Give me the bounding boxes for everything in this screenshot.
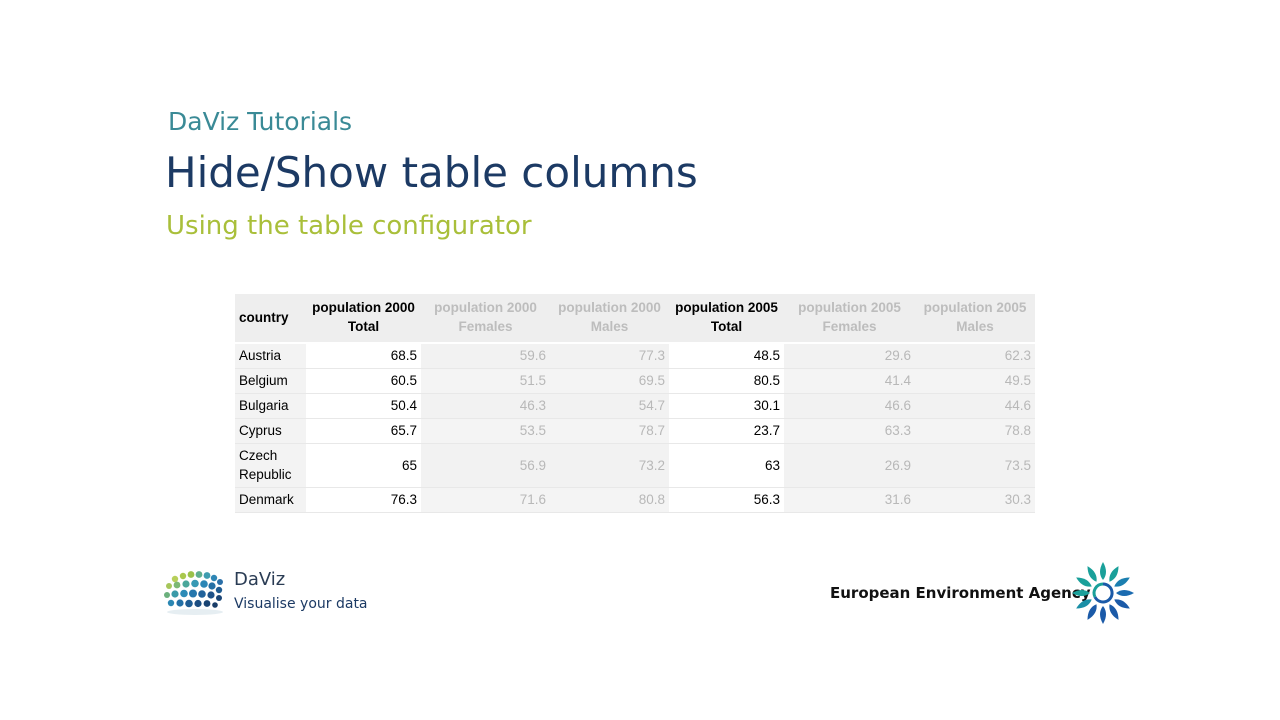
- cell-country: Belgium: [235, 368, 306, 394]
- cell-value: 56.9: [421, 443, 550, 488]
- cell-value: 65: [306, 443, 421, 488]
- daviz-tagline: Visualise your data: [234, 596, 368, 612]
- cell-value: 76.3: [306, 487, 421, 513]
- column-header-line2: Males: [956, 319, 994, 334]
- cell-value: 29.6: [784, 343, 915, 369]
- cell-value: 73.2: [550, 443, 669, 488]
- cell-country: Cyprus: [235, 418, 306, 444]
- table-header-row: country population 2000 Total population…: [235, 294, 1035, 344]
- cell-value: 73.5: [915, 443, 1035, 488]
- column-header-line2: Females: [822, 319, 877, 334]
- column-header-country[interactable]: country: [235, 294, 306, 344]
- cell-value: 80.5: [669, 368, 784, 394]
- column-header-line1: population 2000: [312, 300, 415, 315]
- column-header-line2: Females: [458, 319, 513, 334]
- cell-value: 48.5: [669, 343, 784, 369]
- table-row: Bulgaria 50.4 46.3 54.7 30.1 46.6 44.6: [235, 393, 1035, 419]
- table-row: Belgium 60.5 51.5 69.5 80.5 41.4 49.5: [235, 368, 1035, 394]
- column-header-line1: population 2005: [798, 300, 901, 315]
- eea-logo: European Environment Agency: [828, 560, 1138, 626]
- cell-country: Bulgaria: [235, 393, 306, 419]
- cell-value: 30.1: [669, 393, 784, 419]
- cell-value: 23.7: [669, 418, 784, 444]
- cell-value: 41.4: [784, 368, 915, 394]
- cell-value: 71.6: [421, 487, 550, 513]
- cell-country: Austria: [235, 343, 306, 369]
- tutorial-kicker: DaViz Tutorials: [168, 107, 353, 136]
- cell-value: 31.6: [784, 487, 915, 513]
- daviz-dots-icon: [164, 571, 223, 615]
- eea-name: European Environment Agency: [830, 584, 1091, 602]
- cell-value: 44.6: [915, 393, 1035, 419]
- column-header-pop2005-total[interactable]: population 2005 Total: [669, 294, 784, 344]
- cell-value: 63: [669, 443, 784, 488]
- daviz-logo: DaViz Visualise your data: [162, 566, 382, 618]
- page-subtitle: Using the table configurator: [166, 211, 532, 241]
- column-header-pop2000-males[interactable]: population 2000 Males: [550, 294, 669, 344]
- table-row: Cyprus 65.7 53.5 78.7 23.7 63.3 78.8: [235, 418, 1035, 444]
- column-header-line1: population 2005: [923, 300, 1027, 315]
- cell-value: 77.3: [550, 343, 669, 369]
- cell-value: 63.3: [784, 418, 915, 444]
- cell-value: 46.6: [784, 393, 915, 419]
- column-header-line2: Males: [590, 319, 629, 334]
- table-row: Denmark 76.3 71.6 80.8 56.3 31.6 30.3: [235, 487, 1035, 513]
- cell-value: 51.5: [421, 368, 550, 394]
- cell-value: 59.6: [421, 343, 550, 369]
- cell-value: 65.7: [306, 418, 421, 444]
- eea-flower-icon: [1072, 562, 1134, 624]
- column-header-line2: Total: [710, 319, 743, 334]
- cell-value: 56.3: [669, 487, 784, 513]
- cell-value: 78.8: [915, 418, 1035, 444]
- cell-value: 78.7: [550, 418, 669, 444]
- cell-value: 30.3: [915, 487, 1035, 513]
- table-row: Czech Republic 65 56.9 73.2 63 26.9 73.5: [235, 443, 1035, 488]
- cell-value: 60.5: [306, 368, 421, 394]
- column-header-line1: country: [239, 309, 289, 325]
- page-title: Hide/Show table columns: [165, 148, 698, 197]
- cell-value: 54.7: [550, 393, 669, 419]
- cell-value: 46.3: [421, 393, 550, 419]
- column-header-pop2000-females[interactable]: population 2000 Females: [421, 294, 550, 344]
- column-header-pop2005-males[interactable]: population 2005 Males: [915, 294, 1035, 344]
- cell-value: 50.4: [306, 393, 421, 419]
- cell-country: Denmark: [235, 487, 306, 513]
- cell-value: 69.5: [550, 368, 669, 394]
- cell-value: 62.3: [915, 343, 1035, 369]
- cell-value: 80.8: [550, 487, 669, 513]
- column-header-line1: population 2005: [675, 300, 778, 315]
- population-table: country population 2000 Total population…: [235, 294, 1035, 513]
- cell-value: 53.5: [421, 418, 550, 444]
- cell-country: Czech Republic: [235, 443, 306, 488]
- column-header-line1: population 2000: [434, 300, 537, 315]
- column-header-pop2000-total[interactable]: population 2000 Total: [306, 294, 421, 344]
- column-header-line1: population 2000: [558, 300, 661, 315]
- daviz-name: DaViz: [234, 569, 286, 590]
- column-header-pop2005-females[interactable]: population 2005 Females: [784, 294, 915, 344]
- column-header-line2: Total: [347, 319, 380, 334]
- cell-value: 26.9: [784, 443, 915, 488]
- cell-value: 68.5: [306, 343, 421, 369]
- cell-value: 49.5: [915, 368, 1035, 394]
- table-row: Austria 68.5 59.6 77.3 48.5 29.6 62.3: [235, 343, 1035, 369]
